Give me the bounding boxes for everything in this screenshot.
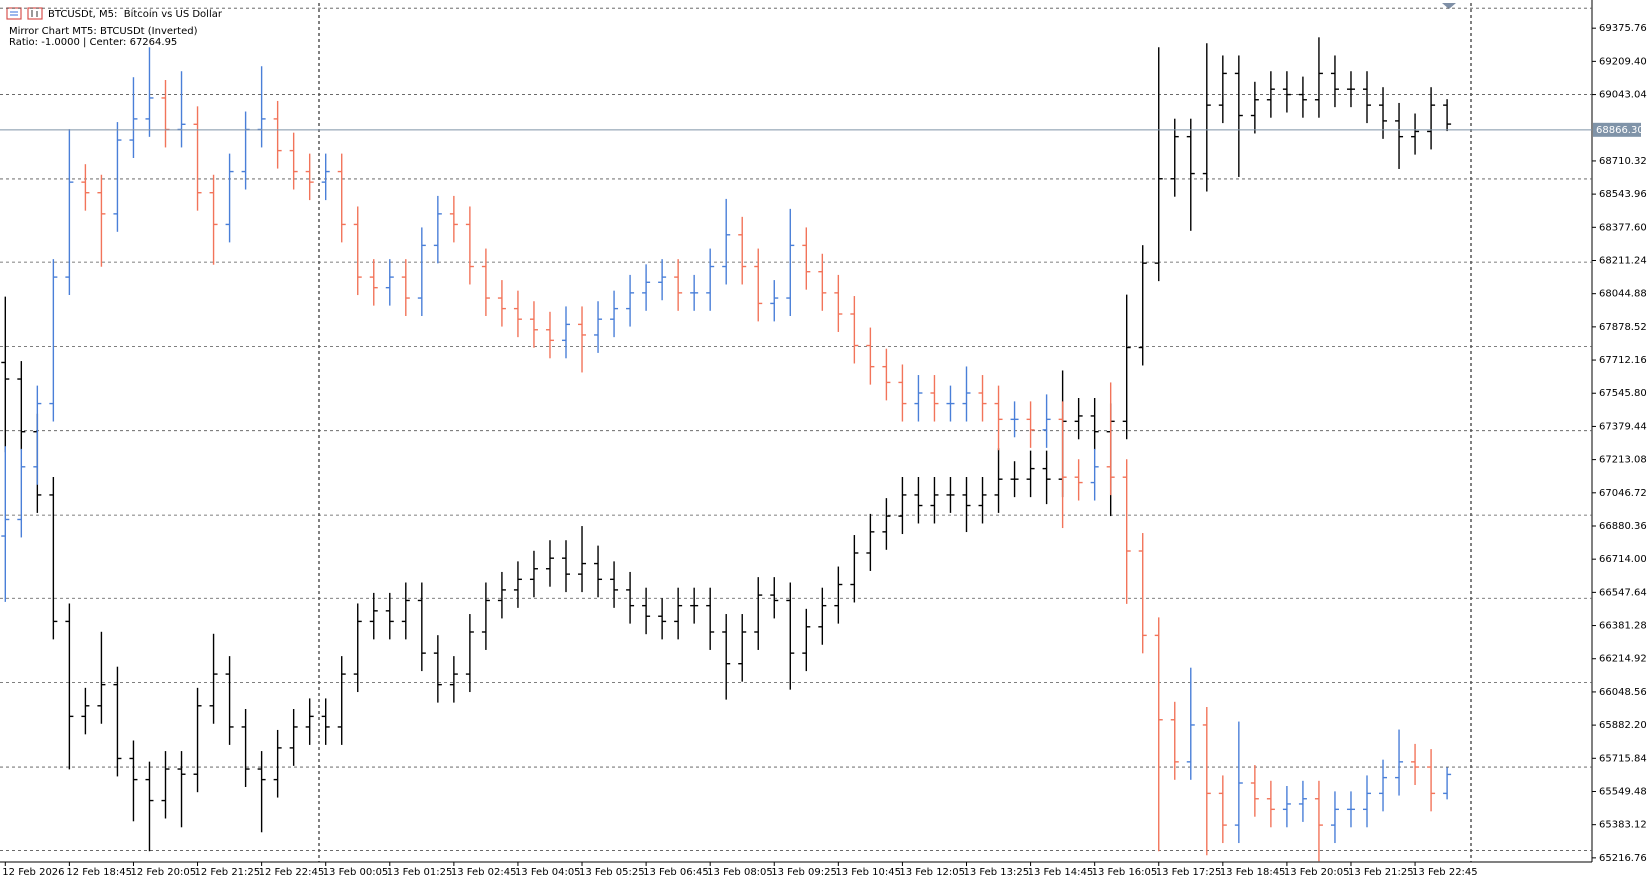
y-tick-label: 66214.92 [1599, 654, 1647, 665]
x-tick-label: 13 Feb 09:25 [771, 867, 837, 878]
y-tick-label: 67712.16 [1599, 355, 1647, 366]
x-tick-label: 13 Feb 12:05 [899, 867, 965, 878]
y-tick-label: 67545.80 [1599, 388, 1647, 399]
y-tick-label: 69209.40 [1599, 56, 1647, 67]
y-tick-label: 69375.76 [1599, 23, 1647, 34]
x-tick-label: 13 Feb 05:25 [579, 867, 645, 878]
y-tick-label: 68543.96 [1599, 189, 1647, 200]
x-tick-label: 13 Feb 14:45 [1028, 867, 1094, 878]
y-tick-label: 66880.36 [1599, 521, 1647, 532]
x-tick-label: 13 Feb 13:25 [964, 867, 1030, 878]
y-tick-label: 69043.04 [1599, 90, 1647, 101]
shift-marker [1442, 3, 1456, 9]
chart-title: BTCUSDt, M5: Bitcoin vs US Dollar [48, 9, 223, 20]
y-tick-label: 66547.64 [1599, 587, 1647, 598]
x-tick-label: 13 Feb 20:05 [1284, 867, 1350, 878]
x-tick-label: 13 Feb 01:25 [387, 867, 453, 878]
x-tick-label: 13 Feb 08:05 [707, 867, 773, 878]
x-tick-label: 13 Feb 04:05 [515, 867, 581, 878]
x-tick-label: 12 Feb 2026 [2, 867, 64, 878]
y-tick-label: 65216.76 [1599, 853, 1647, 864]
annotation: Ratio: -1.0000 | Center: 67264.95 [9, 37, 177, 48]
y-tick-label: 65882.20 [1599, 720, 1647, 731]
y-tick-label: 68377.60 [1599, 222, 1647, 233]
x-tick-label: 12 Feb 21:25 [195, 867, 261, 878]
y-tick-label: 66381.28 [1599, 621, 1647, 632]
x-tick-label: 13 Feb 02:45 [451, 867, 517, 878]
x-tick-label: 13 Feb 22:45 [1412, 867, 1478, 878]
x-tick-label: 12 Feb 18:45 [66, 867, 132, 878]
price-label-box [1593, 122, 1641, 137]
y-tick-label: 67213.08 [1599, 455, 1647, 466]
x-tick-label: 13 Feb 10:45 [835, 867, 901, 878]
x-tick-label: 12 Feb 20:05 [130, 867, 196, 878]
y-tick-label: 66048.56 [1599, 687, 1647, 698]
x-tick-label: 13 Feb 00:05 [323, 867, 389, 878]
bars [1, 37, 1452, 862]
price-label: 68866.30 [1596, 125, 1644, 136]
x-tick-label: 13 Feb 16:05 [1092, 867, 1158, 878]
axes: 69375.76 69209.40 69043.04 68710.32 68543.96… [0, 23, 1647, 878]
x-tick-label: 13 Feb 21:25 [1348, 867, 1414, 878]
x-tick-label: 13 Feb 06:45 [643, 867, 709, 878]
y-tick-label: 67046.72 [1599, 488, 1647, 499]
annotation: Mirror Chart MT5: BTCUSDt (Inverted) [9, 26, 198, 37]
x-tick-label: 12 Feb 22:45 [259, 867, 325, 878]
y-tick-label: 66714.00 [1599, 554, 1647, 565]
grid [0, 7, 1592, 851]
x-tick-label: 13 Feb 17:25 [1156, 867, 1222, 878]
y-tick-label: 67379.44 [1599, 421, 1647, 432]
y-tick-label: 68211.24 [1599, 255, 1647, 266]
y-tick-label: 65549.48 [1599, 786, 1647, 797]
y-tick-label: 68044.88 [1599, 289, 1647, 300]
y-tick-label: 65383.12 [1599, 820, 1647, 831]
y-tick-label: 67878.52 [1599, 322, 1647, 333]
icon [27, 7, 43, 20]
y-tick-label: 68710.32 [1599, 156, 1647, 167]
x-tick-label: 13 Feb 18:45 [1220, 867, 1286, 878]
y-tick-label: 65715.84 [1599, 753, 1647, 764]
